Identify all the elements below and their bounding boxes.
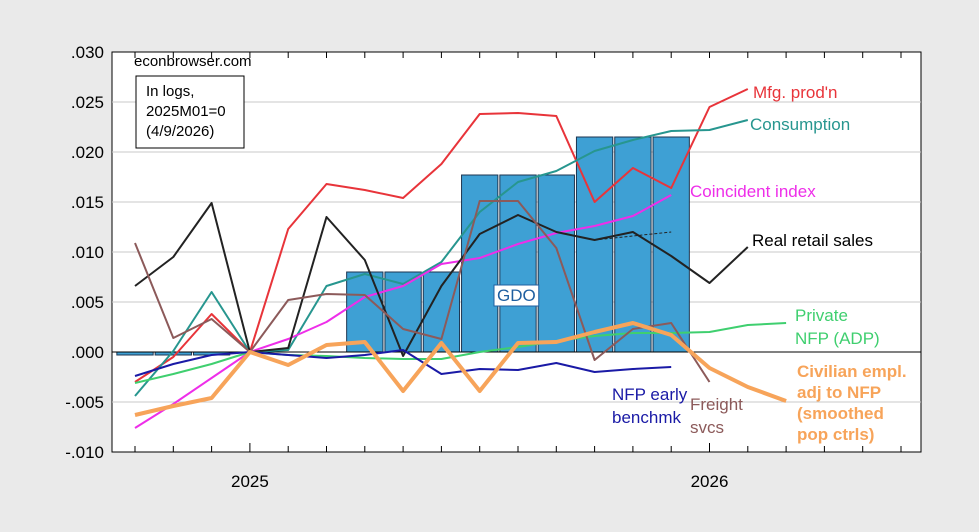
gdo-bar: [652, 136, 690, 353]
gdo-bar: [614, 136, 652, 353]
note-box: [135, 75, 245, 149]
y-tick-label: .010: [71, 243, 104, 262]
series-line: [134, 88, 749, 383]
series-line: [134, 321, 787, 417]
y-axis-ticks: .030 .025 .020 .015 .010 .005 .000 -.005 -.010: [65, 43, 104, 462]
note-line-2: 2025M01=0: [146, 103, 226, 120]
series-label: Coincident index: [690, 182, 816, 201]
x-tick-label: 2026: [691, 472, 729, 491]
watermark: econbrowser.com: [134, 53, 252, 70]
series-label: Civilian empl.: [797, 362, 907, 381]
retail-sales-dashed-segment: [594, 231, 672, 241]
gdo-label-box: [493, 284, 540, 307]
series-line: [134, 349, 672, 377]
gdo-bar: [575, 136, 614, 353]
series-label: svcs: [690, 418, 724, 437]
x-tick-label: 2025: [231, 472, 269, 491]
y-tick-label: .030: [71, 43, 104, 62]
series-line: [134, 119, 749, 397]
series-label: benchmk: [612, 408, 681, 427]
series-label: Real retail sales: [752, 231, 873, 250]
series-label: pop ctrls): [797, 425, 874, 444]
y-tick-label: .020: [71, 143, 104, 162]
gdo-bar: [346, 271, 384, 353]
series-line: [134, 202, 749, 357]
y-tick-label: .005: [71, 293, 104, 312]
gdo-bar: [422, 271, 461, 353]
x-axis-ticks: 2025 2026: [134, 52, 902, 491]
series-line: [134, 194, 672, 429]
y-tick-label: -.010: [65, 443, 104, 462]
series-label: NFP early: [612, 385, 688, 404]
y-tick-label: .000: [71, 343, 104, 362]
y-tick-label: -.005: [65, 393, 104, 412]
series-label: Freight: [690, 395, 743, 414]
series-lines: [134, 88, 787, 429]
note-line-3: (4/9/2026): [146, 123, 214, 140]
y-tick-label: .025: [71, 93, 104, 112]
series-label: Private: [795, 306, 848, 325]
series-line: [134, 200, 711, 383]
series-label: Mfg. prod'n: [753, 83, 838, 102]
series-label: (smoothed: [797, 404, 884, 423]
series-label: NFP (ADP): [795, 329, 880, 348]
y-tick-label: .015: [71, 193, 104, 212]
series-label: Consumption: [750, 115, 850, 134]
note-line-1: In logs,: [146, 83, 194, 100]
series-label: adj to NFP: [797, 383, 881, 402]
gdo-label: GDO: [497, 286, 536, 305]
series-labels: Mfg. prod'n Consumption Coincident index Re…: [612, 83, 907, 444]
gdo-bar: [537, 174, 575, 353]
